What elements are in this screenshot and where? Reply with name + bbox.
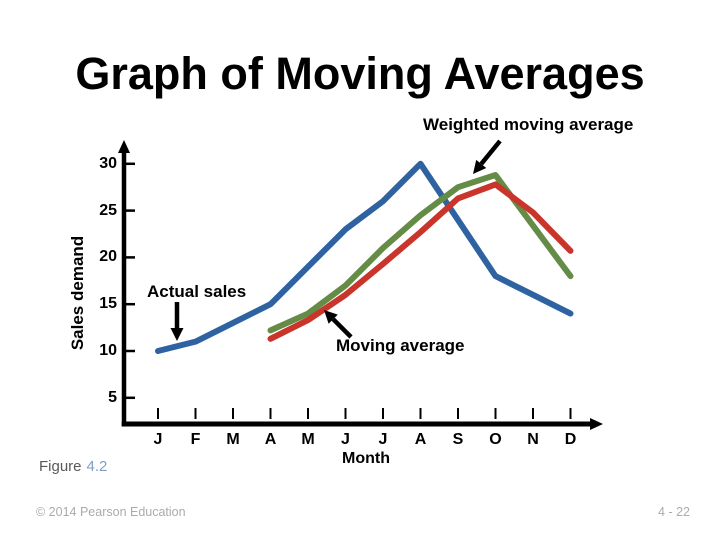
x-tick-label: S	[452, 431, 464, 448]
footer-page-number: 4 - 22	[658, 505, 690, 519]
y-tick-label: 30	[99, 154, 117, 172]
x-tick-label: N	[527, 431, 539, 448]
x-tick-label: D	[564, 431, 577, 448]
label-actual-sales: Actual sales	[147, 282, 247, 301]
x-tick-label: F	[190, 431, 201, 448]
figure-caption-word: Figure	[39, 458, 82, 475]
x-tick-label: M	[226, 431, 240, 448]
x-axis-title: Month	[342, 450, 390, 467]
moving-average-arrow	[324, 310, 353, 339]
figure-caption-number: 4.2	[86, 458, 108, 475]
y-tick-label: 5	[108, 388, 117, 406]
slide-title: Graph of Moving Averages	[75, 48, 645, 99]
x-tick-label: J	[378, 431, 388, 448]
figure-caption: Figure 4.2	[39, 458, 107, 475]
y-tick-label: 25	[99, 201, 117, 219]
y-tick-label: 10	[99, 342, 117, 359]
y-tick-label: 15	[99, 295, 117, 313]
x-tick-label: J	[153, 431, 163, 448]
label-weighted-moving-average: Weighted moving average	[423, 115, 634, 134]
x-tick-label: A	[414, 431, 427, 448]
series-lines	[155, 160, 574, 354]
actual-sales-arrow	[170, 302, 184, 341]
x-tick-label: O	[489, 431, 502, 448]
x-tick-label: J	[341, 431, 350, 448]
x-tick-label: A	[264, 431, 277, 448]
label-moving-average: Moving average	[336, 336, 465, 355]
x-tick-label: M	[301, 431, 315, 448]
annotation-arrows	[170, 139, 502, 341]
axes	[118, 140, 603, 430]
weighted-moving-average-arrow	[473, 139, 502, 174]
y-tick-label: 20	[99, 248, 117, 266]
footer-copyright: © 2014 Pearson Education	[36, 505, 186, 519]
